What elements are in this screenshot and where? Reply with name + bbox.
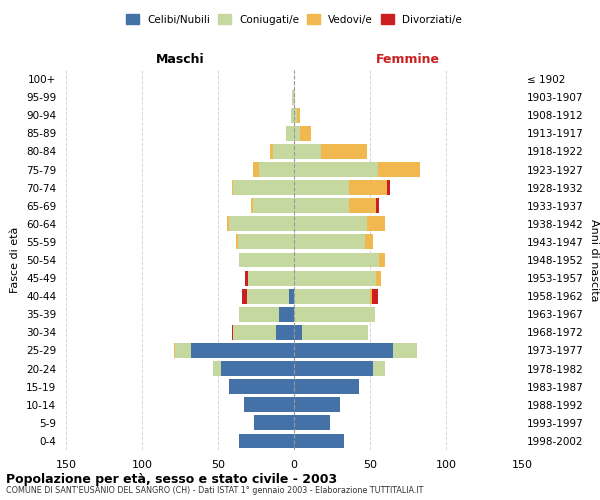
Bar: [294, 325, 302, 340]
Bar: [294, 270, 376, 285]
Bar: [294, 144, 322, 159]
Bar: [365, 234, 373, 250]
Bar: [239, 434, 294, 448]
Bar: [294, 398, 340, 412]
Bar: [233, 180, 294, 195]
Bar: [248, 270, 294, 285]
Bar: [294, 126, 300, 141]
Bar: [239, 307, 279, 322]
Bar: [254, 416, 294, 430]
Bar: [367, 216, 385, 231]
Bar: [273, 144, 294, 159]
Bar: [294, 108, 297, 122]
Bar: [289, 289, 294, 304]
Bar: [379, 252, 385, 268]
Bar: [349, 198, 376, 213]
Bar: [294, 216, 367, 231]
Bar: [294, 343, 393, 358]
Bar: [302, 325, 368, 340]
Bar: [292, 90, 294, 104]
Text: Maschi: Maschi: [155, 54, 205, 66]
Bar: [269, 144, 273, 159]
Bar: [247, 289, 289, 304]
Y-axis label: Fasce di età: Fasce di età: [10, 227, 20, 293]
Bar: [259, 162, 294, 177]
Bar: [371, 289, 377, 304]
Bar: [377, 162, 420, 177]
Text: Femmine: Femmine: [376, 54, 440, 66]
Bar: [294, 162, 377, 177]
Bar: [291, 108, 294, 122]
Bar: [294, 307, 374, 322]
Bar: [294, 434, 344, 448]
Bar: [245, 270, 248, 285]
Bar: [244, 398, 294, 412]
Bar: [174, 343, 175, 358]
Bar: [276, 325, 294, 340]
Bar: [238, 234, 294, 250]
Bar: [253, 162, 259, 177]
Bar: [229, 216, 294, 231]
Bar: [232, 180, 233, 195]
Bar: [236, 234, 238, 250]
Bar: [373, 361, 385, 376]
Bar: [221, 361, 294, 376]
Bar: [294, 180, 349, 195]
Bar: [300, 126, 311, 141]
Bar: [229, 379, 294, 394]
Bar: [253, 198, 294, 213]
Bar: [232, 325, 233, 340]
Bar: [376, 198, 379, 213]
Bar: [294, 416, 331, 430]
Legend: Celibi/Nubili, Coniugati/e, Vedovi/e, Divorziati/e: Celibi/Nubili, Coniugati/e, Vedovi/e, Di…: [126, 14, 462, 24]
Bar: [297, 108, 300, 122]
Bar: [294, 252, 379, 268]
Y-axis label: Anni di nascita: Anni di nascita: [589, 219, 599, 301]
Bar: [251, 198, 253, 213]
Bar: [294, 379, 359, 394]
Text: Popolazione per età, sesso e stato civile - 2003: Popolazione per età, sesso e stato civil…: [6, 472, 337, 486]
Bar: [242, 289, 247, 304]
Bar: [370, 289, 371, 304]
Bar: [214, 361, 221, 376]
Bar: [286, 126, 294, 141]
Bar: [227, 216, 229, 231]
Bar: [294, 234, 365, 250]
Bar: [294, 198, 349, 213]
Bar: [376, 270, 380, 285]
Bar: [239, 252, 294, 268]
Text: COMUNE DI SANT'EUSANIO DEL SANGRO (CH) - Dati ISTAT 1° gennaio 2003 - Elaborazio: COMUNE DI SANT'EUSANIO DEL SANGRO (CH) -…: [6, 486, 424, 495]
Bar: [322, 144, 367, 159]
Bar: [387, 180, 390, 195]
Bar: [175, 343, 191, 358]
Bar: [294, 361, 373, 376]
Bar: [349, 180, 387, 195]
Bar: [191, 343, 294, 358]
Bar: [393, 343, 417, 358]
Bar: [279, 307, 294, 322]
Bar: [294, 289, 370, 304]
Bar: [233, 325, 276, 340]
